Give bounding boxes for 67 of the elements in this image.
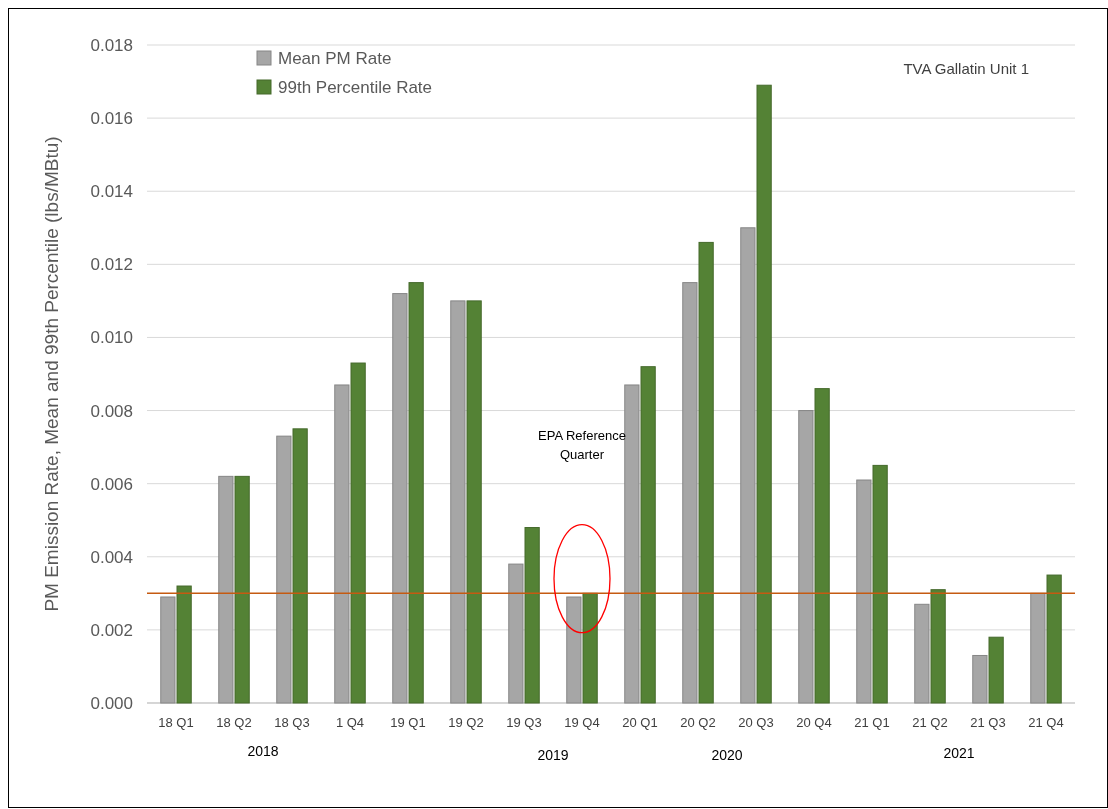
bar	[582, 592, 598, 704]
y-axis-title: PM Emission Rate, Mean and 99th Percentile (lbs/MBtu)	[41, 136, 62, 612]
bar	[988, 636, 1004, 704]
x-tick-label: 20 Q3	[738, 715, 774, 730]
x-tick-label: 20 Q2	[680, 715, 716, 730]
x-tick-label: 20 Q4	[796, 715, 832, 730]
bar	[640, 366, 656, 704]
bar	[160, 596, 176, 704]
x-tick-label: 21 Q4	[1028, 715, 1064, 730]
bar	[218, 475, 234, 704]
bar	[466, 300, 482, 704]
bar	[1030, 592, 1046, 704]
bar	[392, 293, 408, 704]
x-tick-label: 21 Q3	[970, 715, 1006, 730]
bar	[798, 410, 814, 704]
bar	[914, 603, 930, 704]
y-tick-label: 0.002	[90, 620, 133, 640]
bar	[740, 227, 756, 704]
bar	[350, 362, 366, 704]
bar	[176, 585, 192, 704]
x-tick-label: 1 Q4	[335, 715, 365, 730]
x-tick-label: 20 Q1	[622, 715, 658, 730]
x-tick-label: 19 Q2	[448, 715, 484, 730]
bar	[408, 282, 424, 704]
x-tick-label: 21 Q2	[912, 715, 948, 730]
bar	[334, 384, 350, 704]
x-tick-label: 19 Q1	[390, 715, 426, 730]
bar	[814, 388, 830, 704]
text: 2019	[537, 747, 569, 763]
x-tick-label: 19 Q4	[564, 715, 600, 730]
bar	[508, 563, 524, 704]
bar	[450, 300, 466, 704]
bar	[930, 589, 946, 704]
bar	[276, 435, 292, 704]
legend-label: Mean PM Rate	[278, 48, 392, 68]
y-tick-label: 0.018	[90, 35, 133, 55]
bar	[234, 475, 250, 704]
text: 2021	[943, 745, 975, 761]
y-tick-label: 0.012	[90, 255, 133, 275]
text: TVA Gallatin Unit 1	[903, 60, 1029, 78]
bar	[624, 384, 640, 704]
x-tick-label: 18 Q1	[158, 715, 194, 730]
bar	[1046, 574, 1062, 704]
y-tick-label: 0.010	[90, 328, 133, 348]
y-tick-label: 0.014	[90, 182, 133, 202]
y-tick-label: 0.000	[90, 693, 133, 713]
y-tick-label: 0.008	[90, 401, 133, 421]
bar	[566, 596, 582, 704]
legend-label: 99th Percentile Rate	[278, 77, 433, 97]
text: 2020	[711, 747, 743, 763]
bar	[872, 464, 888, 704]
x-tick-label: 19 Q3	[506, 715, 542, 730]
bar	[972, 654, 988, 704]
bar	[524, 527, 540, 704]
bar	[698, 241, 714, 704]
annotation: EPA Reference Quarter	[538, 428, 626, 463]
x-tick-label: 18 Q3	[274, 715, 310, 730]
bar	[682, 282, 698, 704]
bar	[856, 479, 872, 704]
y-tick-label: 0.006	[90, 474, 133, 494]
y-tick-label: 0.016	[90, 109, 133, 129]
x-tick-label: 18 Q2	[216, 715, 252, 730]
bar	[292, 428, 308, 704]
x-tick-label: 21 Q1	[854, 715, 890, 730]
text: 2018	[247, 743, 279, 759]
bar	[756, 84, 772, 704]
y-tick-label: 0.004	[90, 547, 133, 567]
